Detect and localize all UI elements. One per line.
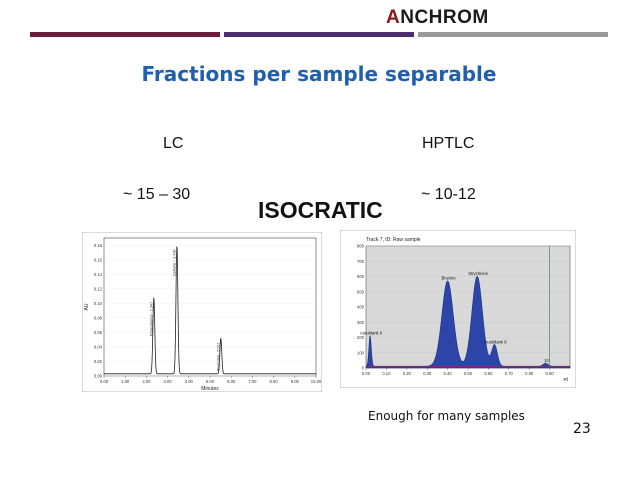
- lc-x-tick-label: 9.00: [291, 379, 300, 384]
- lc-x-tick-label: 5.00: [206, 379, 215, 384]
- lc-y-tick-label: 0.18: [94, 243, 103, 248]
- hptlc-peak-label: 10: [544, 358, 549, 363]
- header-bar-mid: [224, 32, 414, 37]
- slide-title: Fractions per sample separable: [141, 62, 497, 86]
- header-bar-right: [418, 32, 608, 37]
- hptlc-x-tick-label: 0.20: [403, 371, 412, 376]
- lc-heading: LC: [163, 135, 184, 152]
- hptlc-y-tick-label: 0: [362, 366, 365, 371]
- lc-x-tick-label: 0.00: [100, 379, 109, 384]
- hptlc-area: [365, 275, 571, 369]
- lc-y-axis-label: AU: [84, 303, 90, 310]
- lc-peak-label: Ibuprofen - 5.511: [216, 342, 220, 371]
- lc-y-tick-label: 0.16: [94, 257, 103, 262]
- lc-x-tick-label: 3.00: [164, 379, 173, 384]
- header-bar-left: [30, 32, 220, 37]
- hptlc-x-axis-label: Rf: [564, 377, 569, 382]
- hptlc-x-tick-label: 0.80: [525, 371, 534, 376]
- lc-x-axis-label: Minutes: [201, 386, 219, 392]
- hptlc-x-tick-label: 0.70: [505, 371, 514, 376]
- hptlc-y-tick-label: 300: [357, 320, 365, 325]
- hptlc-y-tick-label: 800: [357, 244, 365, 249]
- lc-y-tick-label: 0.00: [94, 374, 103, 379]
- hptlc-y-tick-label: 600: [357, 274, 365, 279]
- hptlc-value: ~ 10-12: [421, 186, 476, 203]
- lc-y-tick-label: 0.10: [94, 301, 103, 306]
- hptlc-y-tick-label: 700: [357, 259, 365, 264]
- lc-x-tick-label: 8.00: [270, 379, 279, 384]
- lc-chromatogram: 0.00 0.02 0.04 0.06 0.08 0.10 0.12 0.14 0.16 0.18…: [82, 232, 322, 392]
- lc-y-tick-label: 0.14: [94, 272, 103, 277]
- lc-y-tick-label: 0.08: [94, 315, 103, 320]
- lc-peak-label: Caffeine - 3.436: [172, 249, 176, 276]
- lc-chart-frame: [82, 232, 322, 392]
- hptlc-x-tick-label: 0.30: [423, 371, 432, 376]
- hptlc-x-tick-label: 0.10: [382, 371, 391, 376]
- hptlc-y-tick-label: 100: [357, 350, 365, 355]
- hptlc-x-tick-label: 0.60: [484, 371, 493, 376]
- lc-x-tick-label: 7.00: [248, 379, 257, 384]
- hptlc-peak-label: Brucine: [441, 276, 456, 281]
- lc-y-tick-label: 0.06: [94, 330, 103, 335]
- hptlc-x-tick-label: 0.90: [546, 371, 555, 376]
- hptlc-peak-label: Strychnine: [468, 271, 488, 276]
- lc-y-tick-label: 0.04: [94, 344, 103, 349]
- lc-x-tick-label: 1.00: [121, 379, 130, 384]
- hptlc-y-tick-label: 400: [357, 305, 365, 310]
- hptlc-heading: HPTLC: [422, 135, 475, 152]
- anchrom-logo: ANCHROM: [386, 7, 489, 28]
- hptlc-y-tick-label: 200: [357, 335, 365, 340]
- lc-x-tick-label: 2.00: [142, 379, 151, 384]
- lc-y-tick-label: 0.02: [94, 359, 103, 364]
- lc-value: ~ 15 – 30: [123, 186, 191, 203]
- hptlc-x-tick-label: 0.40: [444, 371, 453, 376]
- hptlc-x-tick-label: 0.00: [362, 371, 371, 376]
- lc-x-tick-label: 10.00: [311, 379, 322, 384]
- lc-trace: [104, 246, 316, 375]
- hptlc-peak-label: Autoblank 0: [360, 331, 383, 336]
- lc-y-tick-label: 0.12: [94, 286, 103, 291]
- hptlc-densitogram: Track 7, ID: Raw sample 0 100 200 300 400 500…: [340, 230, 576, 388]
- lc-x-tick-label: 4.00: [185, 379, 194, 384]
- hptlc-track-header: Track 7, ID: Raw sample: [366, 237, 421, 243]
- caption: Enough for many samples: [368, 409, 525, 423]
- hptlc-y-tick-label: 500: [357, 289, 365, 294]
- hptlc-x-tick-label: 0.50: [464, 371, 473, 376]
- lc-x-tick-label: 6.00: [227, 379, 236, 384]
- isocratic-label: ISOCRATIC: [258, 197, 383, 223]
- page-number: 23: [573, 421, 591, 437]
- hptlc-peak-label: Autoblank 8: [484, 340, 507, 345]
- lc-peak-label: Paracetamol - 2.347: [149, 302, 153, 336]
